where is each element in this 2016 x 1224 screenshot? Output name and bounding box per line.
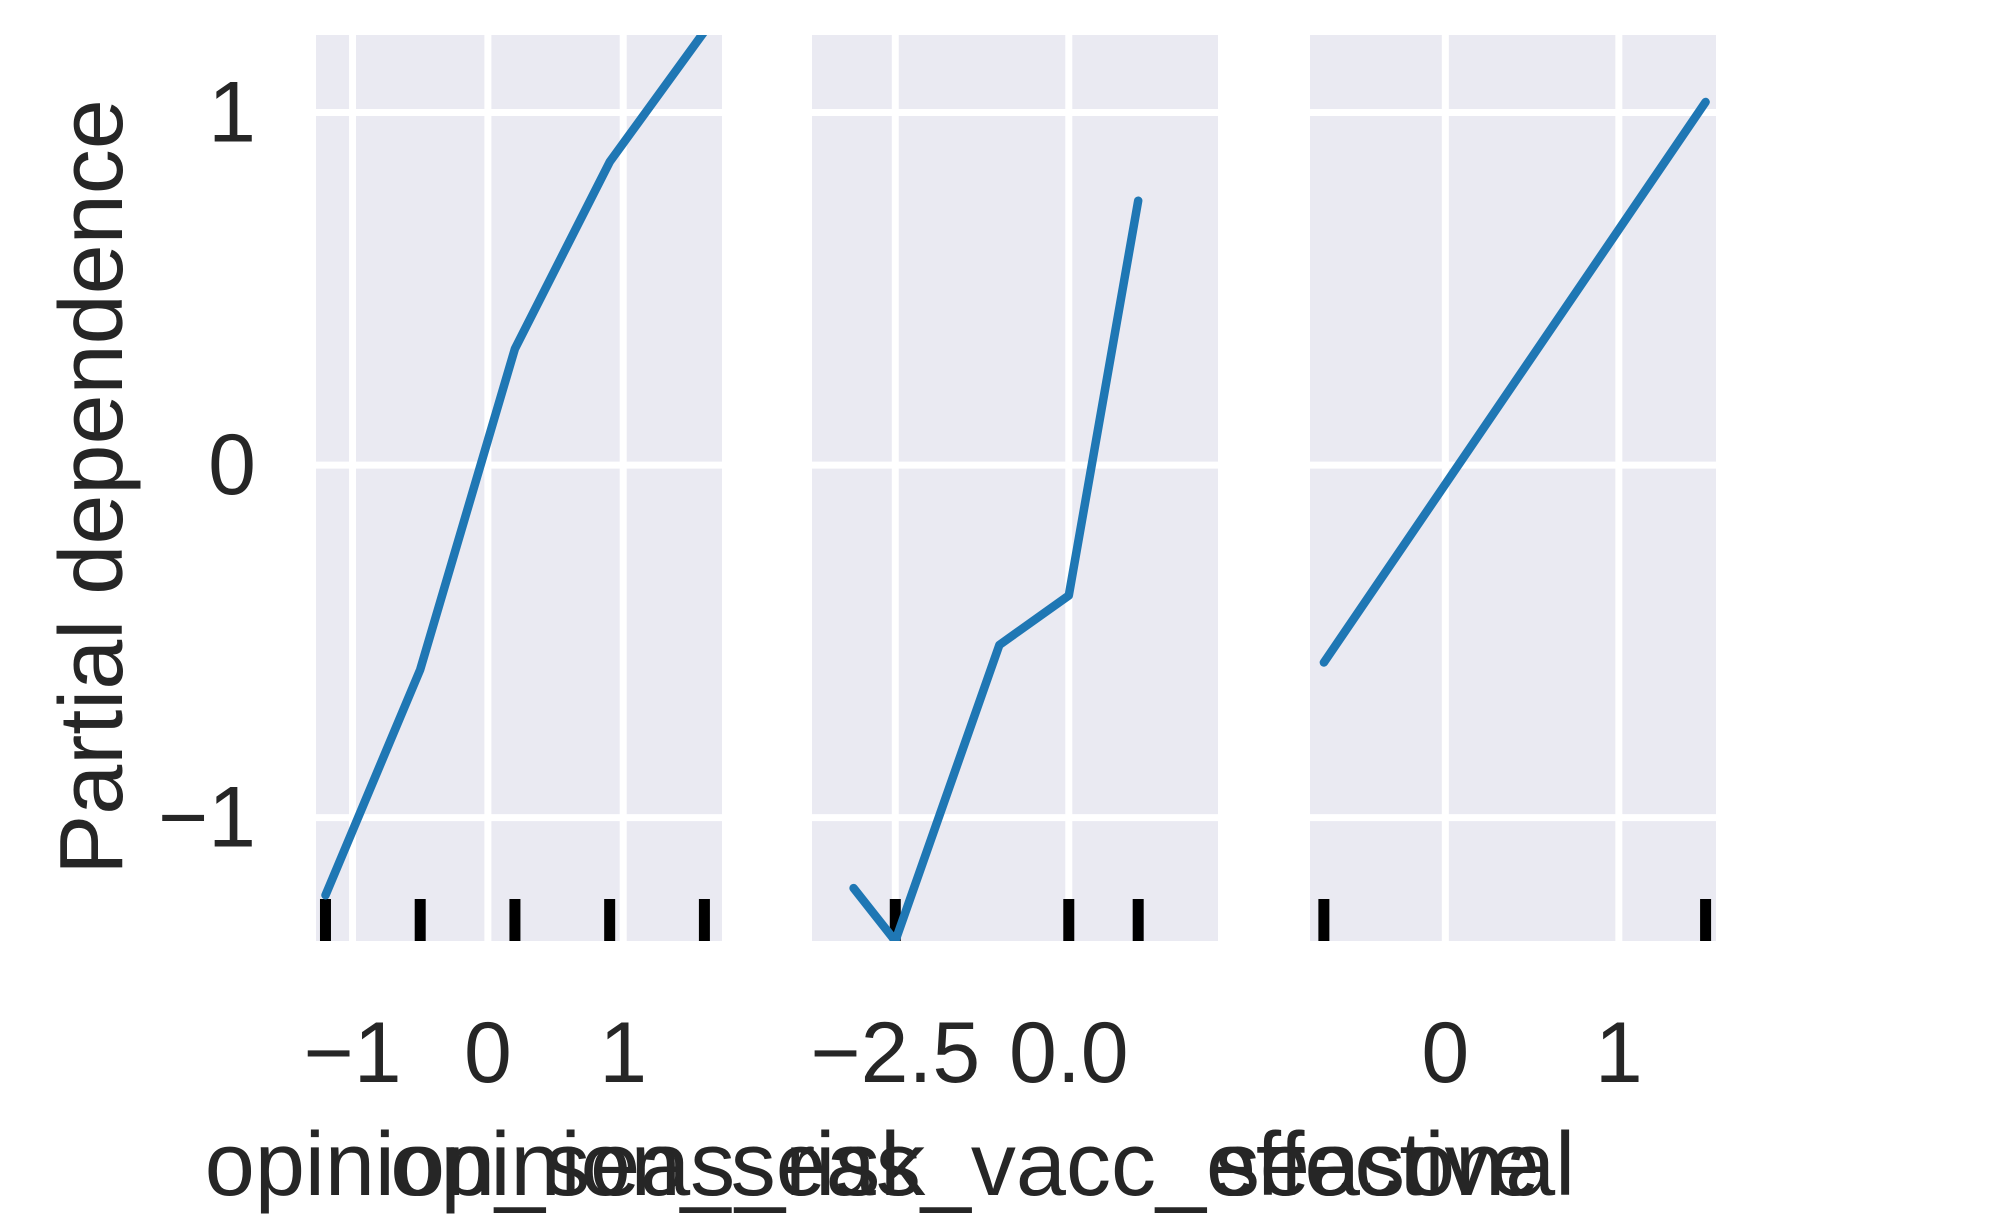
x-tick-label: 1 [599,1005,647,1101]
pd-line-series [1319,97,1710,667]
x-tick-label: 0 [1421,1005,1469,1101]
y-axis-label: Partial dependence [42,99,142,875]
x-axis-label: opinion_seas_vacc_effective [390,1115,1539,1215]
x-tick-label: −1 [304,1005,402,1101]
x-tick-label: 0 [464,1005,512,1101]
y-tick-label: 1 [208,65,256,161]
pd-line-series [321,35,708,900]
panel-2: −2.5 0.0 opinion_seas_vacc_effective [390,35,1540,1215]
x-tick-label: 0.0 [1009,1005,1129,1101]
x-tick-label: 1 [1595,1005,1643,1101]
y-tick-label: −1 [158,770,256,866]
x-tick-label: −2.5 [810,1005,980,1101]
y-tick-label: 0 [208,417,256,513]
plot-background [812,35,1218,941]
x-axis-label: opinion_seas_risk [205,1115,926,1215]
plot-background [316,35,722,941]
x-axis-label: seasonal [1215,1115,1575,1215]
pd-line-series [849,196,1143,941]
